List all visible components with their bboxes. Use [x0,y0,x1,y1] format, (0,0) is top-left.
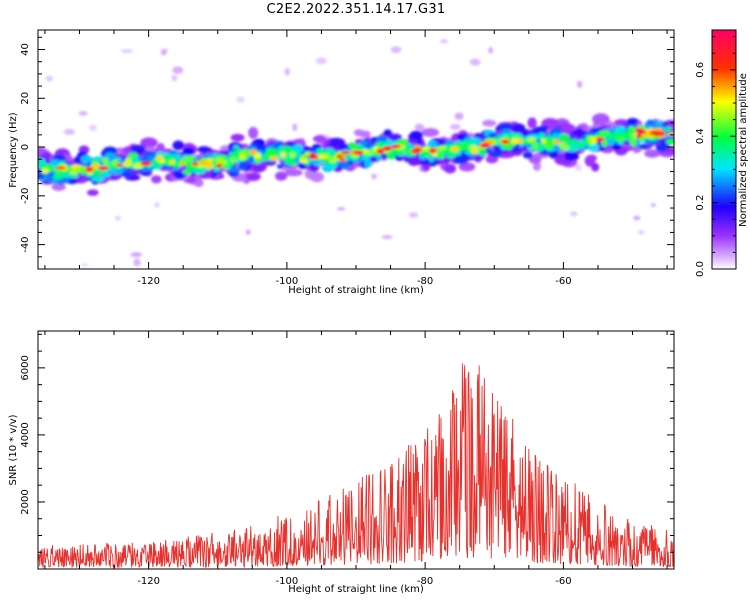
spectrogram-y-axis-label: Frequency (Hz) [8,112,19,188]
snr-x-tick-label: -60 [555,576,571,587]
snr-x-tick-label: -100 [276,576,299,587]
spectrogram-x-axis-label: Height of straight line (km) [288,285,424,296]
snr-x-tick-label: -120 [137,576,160,587]
snr-y-tick-label: 4000 [20,422,31,447]
spectrogram-panel: -120 -100 -80 -60 -40 -20 0 20 40 Height of stra… [8,29,675,296]
colorbar: 0.0 0.2 0.4 0.6 Normalized spectral amplitu… [695,29,749,277]
snr-y-tick-label: 2000 [20,489,31,514]
colorbar-ticks: 0.0 0.2 0.4 0.6 [695,36,736,277]
spectrogram-x-tick-label: -120 [137,276,160,287]
snr-series-line [38,363,674,569]
spectrogram-x-tick-label: -100 [276,276,299,287]
colorbar-gradient [711,29,737,270]
spectrogram-x-tick-label: -60 [555,276,571,287]
colorbar-tick-label: 0.4 [695,128,706,144]
spectrogram-y-tick-label: -20 [20,188,31,204]
snr-x-tick-label: -80 [417,576,433,587]
chart-title: C2E2.2022.351.14.17.G31 [266,2,446,17]
snr-y-axis-label: SNR (10 * v/v) [8,414,19,485]
spectrogram-y-tick-label: 40 [20,43,31,56]
spectrogram-heatmap [38,38,674,267]
colorbar-label: Normalized spectral amplitude [738,73,749,227]
colorbar-tick-label: 0.2 [695,195,706,211]
spectrogram-x-tick-label: -80 [417,276,433,287]
snr-y-tick-label: 6000 [20,355,31,380]
spectrogram-y-tick-label: -40 [20,236,31,252]
snr-x-axis-label: Height of straight line (km) [288,584,424,595]
spectrogram-y-tick-label: 20 [20,92,31,105]
spectrogram-axes: -120 -100 -80 -60 -40 -20 0 20 40 [20,30,674,287]
colorbar-tick-label: 0.6 [695,62,706,78]
snr-panel: -120 -100 -80 -60 2000 4000 6000 Height of str… [8,330,675,595]
spectrogram-y-tick-label: 0 [20,144,31,150]
snr-axes: -120 -100 -80 -60 2000 4000 6000 [20,331,674,587]
colorbar-tick-label: 0.0 [695,261,706,277]
